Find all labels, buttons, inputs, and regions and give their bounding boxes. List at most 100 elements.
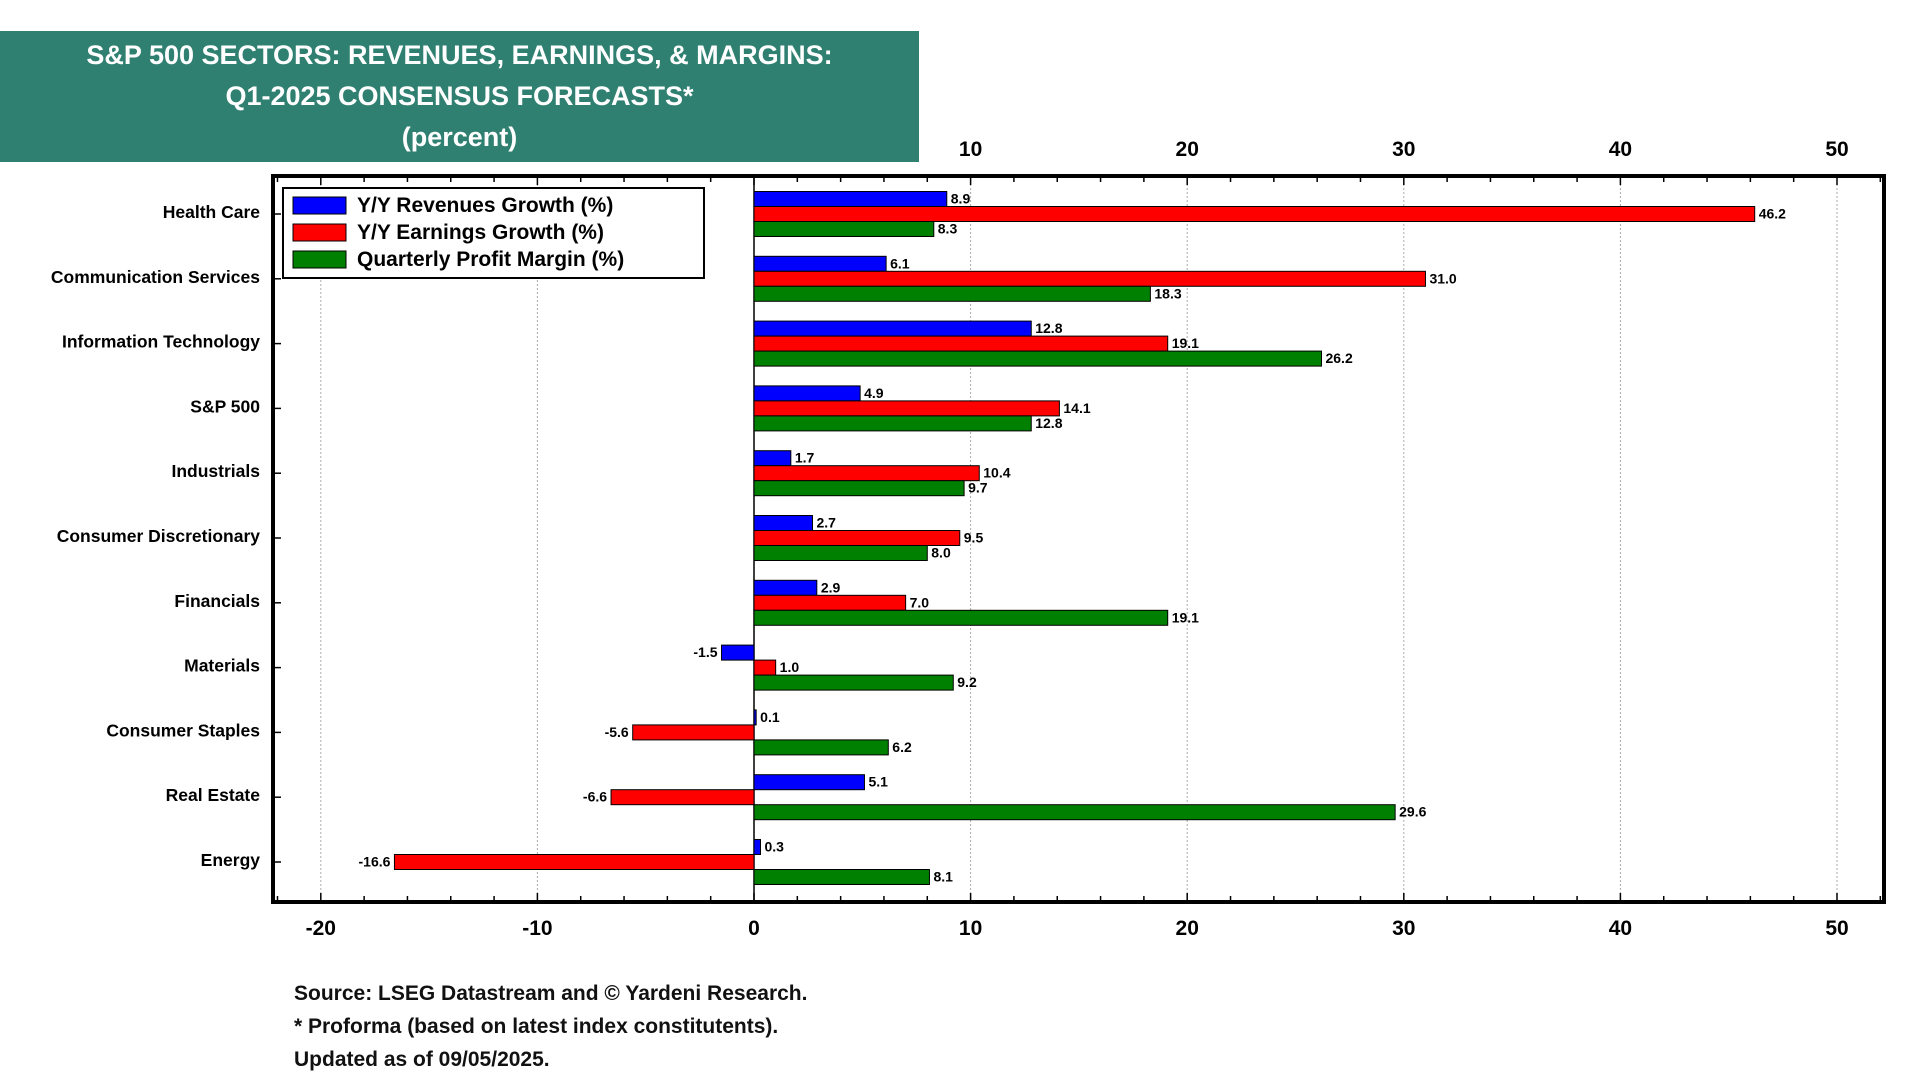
bar-1 <box>753 400 1060 417</box>
x-tick-label-bottom: 50 <box>1825 917 1848 940</box>
data-label: 1.7 <box>795 450 815 466</box>
footnote-proforma: * Proforma (based on latest index consti… <box>294 1015 779 1038</box>
data-label: 12.8 <box>1035 320 1062 336</box>
category-label: Financials <box>174 591 260 611</box>
data-label: 8.9 <box>951 191 971 207</box>
x-tick-label-bottom: 10 <box>959 917 982 940</box>
x-tick-label-bottom: 20 <box>1176 917 1199 940</box>
bar-0 <box>721 644 755 661</box>
x-tick-label-top: 50 <box>1825 138 1848 161</box>
data-label: 5.1 <box>868 774 888 790</box>
bar-2 <box>753 674 954 691</box>
category-label: Health Care <box>163 202 261 222</box>
x-tick-label-bottom: -20 <box>306 917 336 940</box>
bar-2 <box>753 480 965 497</box>
bar-1 <box>610 789 755 806</box>
bar-0 <box>753 839 761 855</box>
bar-0 <box>753 255 887 272</box>
data-label: -16.6 <box>359 854 391 870</box>
bar-2 <box>753 221 935 237</box>
bar-2 <box>753 804 1396 821</box>
x-tick-label-top: 30 <box>1392 138 1415 161</box>
bar-1 <box>753 270 1426 287</box>
legend-label-0: Y/Y Revenues Growth (%) <box>357 194 613 217</box>
legend-swatch-1 <box>292 223 347 242</box>
data-label: 10.4 <box>983 465 1010 481</box>
data-label: 8.1 <box>933 869 953 885</box>
data-label: 29.6 <box>1399 804 1426 820</box>
data-label: 26.2 <box>1325 350 1352 366</box>
data-label: 9.2 <box>957 674 977 690</box>
x-tick-label-top: 20 <box>1176 138 1199 161</box>
chart-title: S&P 500 SECTORS: REVENUES, EARNINGS, & M… <box>0 31 919 162</box>
bar-2 <box>753 869 930 885</box>
bar-1 <box>753 659 777 676</box>
category-label: Materials <box>184 656 260 676</box>
bar-2 <box>753 739 889 756</box>
data-label: -5.6 <box>605 724 629 740</box>
bar-2 <box>753 285 1151 302</box>
data-label: 7.0 <box>910 594 930 610</box>
bar-0 <box>753 191 948 207</box>
bar-1 <box>753 335 1169 352</box>
data-label: 31.0 <box>1429 270 1456 286</box>
category-label: Real Estate <box>166 785 261 805</box>
footnote-updated: Updated as of 09/05/2025. <box>294 1048 550 1071</box>
x-tick-label-bottom: 30 <box>1392 917 1415 940</box>
data-label: 46.2 <box>1759 206 1786 222</box>
bar-1 <box>753 465 980 482</box>
bar-0 <box>753 385 861 402</box>
data-label: 9.5 <box>964 530 984 546</box>
x-tick-label-top: 40 <box>1609 138 1632 161</box>
data-label: 12.8 <box>1035 415 1062 431</box>
category-label: Energy <box>201 850 261 870</box>
bar-0 <box>753 709 757 726</box>
bar-0 <box>753 515 813 531</box>
bar-1 <box>632 724 755 741</box>
bar-0 <box>753 579 818 596</box>
x-tick-label-bottom: 40 <box>1609 917 1632 940</box>
data-label: 9.7 <box>968 480 988 496</box>
bar-0 <box>753 774 865 791</box>
category-label: Information Technology <box>62 332 260 352</box>
bar-2 <box>753 350 1322 367</box>
data-label: 14.1 <box>1063 400 1090 416</box>
data-label: 0.3 <box>764 839 784 855</box>
category-label: Consumer Discretionary <box>57 526 261 546</box>
bar-1 <box>753 594 907 611</box>
data-label: 18.3 <box>1154 285 1181 301</box>
legend-swatch-2 <box>292 250 347 269</box>
data-label: 6.2 <box>892 739 912 755</box>
data-label: 19.1 <box>1172 335 1199 351</box>
data-label: 4.9 <box>864 385 884 401</box>
bar-2 <box>753 415 1032 432</box>
bar-2 <box>753 609 1169 626</box>
bar-2 <box>753 545 928 561</box>
category-label: Communication Services <box>51 267 260 287</box>
category-label: Consumer Staples <box>106 720 260 740</box>
category-label: Industrials <box>172 461 261 481</box>
bar-0 <box>753 450 792 467</box>
legend-label-1: Y/Y Earnings Growth (%) <box>357 221 604 244</box>
data-label: 0.1 <box>760 709 780 725</box>
title-line-1: S&P 500 SECTORS: REVENUES, EARNINGS, & M… <box>86 40 833 70</box>
bar-1 <box>393 854 755 870</box>
legend-label-2: Quarterly Profit Margin (%) <box>357 248 624 271</box>
data-label: 2.7 <box>816 515 836 531</box>
data-label: 8.0 <box>931 545 951 561</box>
legend-swatch-0 <box>292 196 347 215</box>
x-tick-label-bottom: 0 <box>748 917 760 940</box>
bar-1 <box>753 206 1756 222</box>
data-label: -1.5 <box>693 644 717 660</box>
title-line-3: (percent) <box>401 122 518 152</box>
data-label: 8.3 <box>938 221 958 237</box>
plot-frame <box>271 174 1886 904</box>
title-line-2: Q1-2025 CONSENSUS FORECASTS* <box>225 81 694 111</box>
x-tick-label-bottom: -10 <box>522 917 552 940</box>
data-label: -6.6 <box>583 789 607 805</box>
category-label: S&P 500 <box>190 396 260 416</box>
bar-0 <box>753 320 1032 337</box>
footnote-source: Source: LSEG Datastream and © Yardeni Re… <box>294 982 808 1005</box>
data-label: 1.0 <box>780 659 800 675</box>
